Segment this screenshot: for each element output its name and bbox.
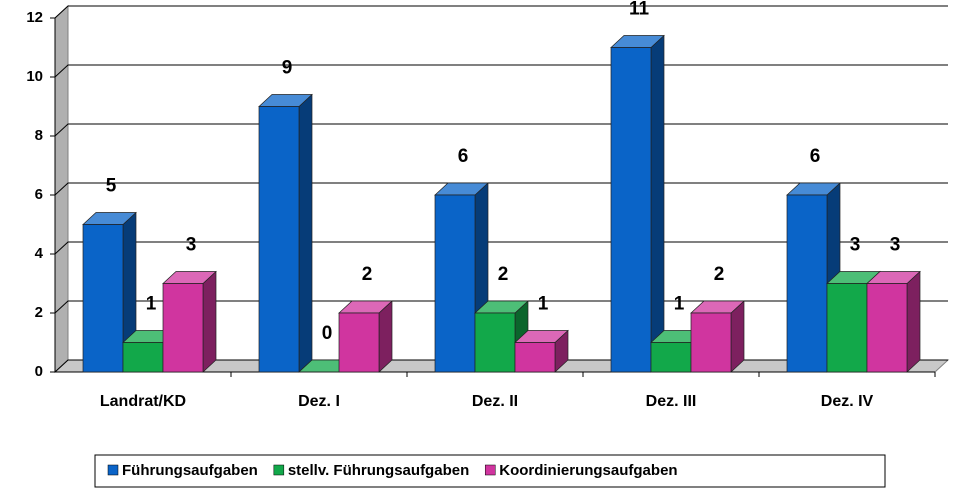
value-label: 11 bbox=[629, 0, 650, 20]
value-label: 9 bbox=[282, 58, 293, 79]
value-label: 5 bbox=[106, 176, 117, 197]
bar-face bbox=[122, 342, 164, 373]
bar bbox=[514, 329, 569, 373]
bar bbox=[82, 211, 137, 373]
y-tick-label: 0 bbox=[35, 363, 43, 380]
bar-face bbox=[258, 106, 300, 373]
grid-line bbox=[54, 64, 948, 78]
legend-label: Führungsaufgaben bbox=[122, 462, 258, 479]
legend-label: Koordinierungsaufgaben bbox=[499, 462, 677, 479]
bar-face bbox=[826, 283, 868, 373]
grid-line bbox=[54, 123, 948, 137]
value-label: 1 bbox=[146, 294, 157, 315]
bar-face bbox=[866, 283, 908, 373]
y-tick-label: 8 bbox=[35, 127, 43, 144]
bar bbox=[866, 270, 921, 373]
value-label: 2 bbox=[714, 264, 725, 285]
bar-face bbox=[202, 270, 217, 373]
value-label: 0 bbox=[322, 323, 333, 344]
legend-swatch bbox=[484, 464, 496, 476]
value-label: 1 bbox=[538, 294, 549, 315]
bar-face bbox=[82, 224, 124, 373]
y-tick-label: 6 bbox=[35, 186, 43, 203]
x-tick-label: Dez. II bbox=[472, 393, 518, 410]
bar bbox=[258, 93, 313, 373]
bar-face bbox=[514, 342, 556, 373]
value-label: 2 bbox=[362, 264, 373, 285]
bar-face bbox=[610, 47, 652, 373]
bar bbox=[338, 300, 393, 373]
grid-line bbox=[54, 5, 948, 19]
value-label: 1 bbox=[674, 294, 685, 315]
bar-face bbox=[690, 312, 732, 373]
bar-face bbox=[162, 283, 204, 373]
value-label: 3 bbox=[186, 235, 197, 256]
x-tick-label: Landrat/KD bbox=[100, 393, 186, 410]
value-label: 2 bbox=[498, 264, 509, 285]
value-label: 3 bbox=[890, 235, 901, 256]
y-tick-label: 2 bbox=[35, 304, 43, 321]
x-tick-label: Dez. III bbox=[646, 393, 697, 410]
bar-face bbox=[906, 270, 921, 373]
x-tick-label: Dez. I bbox=[298, 393, 340, 410]
bar bbox=[690, 300, 745, 373]
value-label: 6 bbox=[810, 146, 821, 167]
legend-label: stellv. Führungsaufgaben bbox=[288, 462, 469, 479]
bar-face bbox=[338, 312, 380, 373]
y-tick-label: 10 bbox=[26, 68, 43, 85]
value-label: 3 bbox=[850, 235, 861, 256]
value-label: 6 bbox=[458, 146, 469, 167]
bar-face bbox=[650, 342, 692, 373]
bar-face bbox=[474, 312, 516, 373]
bar bbox=[474, 300, 529, 373]
y-tick-label: 4 bbox=[35, 245, 44, 262]
bar-face bbox=[786, 194, 828, 373]
legend-swatch bbox=[273, 464, 285, 476]
bar-face bbox=[434, 194, 476, 373]
bar bbox=[162, 270, 217, 373]
x-tick-label: Dez. IV bbox=[821, 393, 874, 410]
y-tick-label: 12 bbox=[26, 9, 43, 26]
bar-face bbox=[298, 93, 313, 373]
bar bbox=[610, 34, 665, 373]
legend-swatch bbox=[107, 464, 119, 476]
bar-face bbox=[650, 34, 665, 373]
